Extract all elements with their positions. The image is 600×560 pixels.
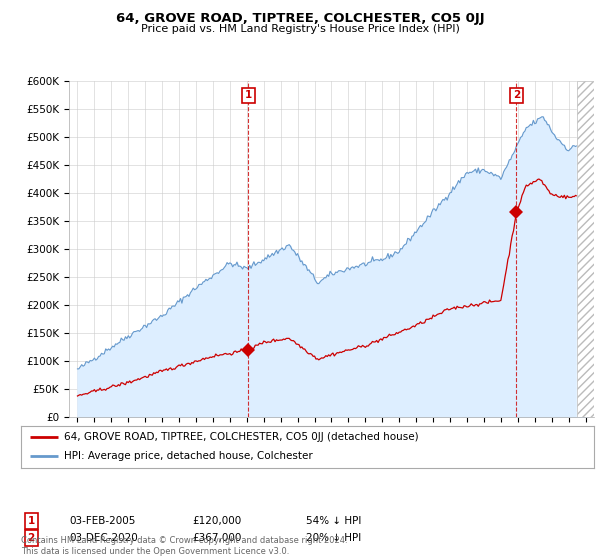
Text: Contains HM Land Registry data © Crown copyright and database right 2024.
This d: Contains HM Land Registry data © Crown c…: [21, 536, 347, 556]
Text: 64, GROVE ROAD, TIPTREE, COLCHESTER, CO5 0JJ: 64, GROVE ROAD, TIPTREE, COLCHESTER, CO5…: [116, 12, 484, 25]
Text: 54% ↓ HPI: 54% ↓ HPI: [306, 516, 361, 526]
Text: 64, GROVE ROAD, TIPTREE, COLCHESTER, CO5 0JJ (detached house): 64, GROVE ROAD, TIPTREE, COLCHESTER, CO5…: [64, 432, 419, 442]
Text: £367,000: £367,000: [192, 533, 241, 543]
Text: 03-FEB-2005: 03-FEB-2005: [69, 516, 136, 526]
Text: 2: 2: [513, 90, 520, 100]
Text: HPI: Average price, detached house, Colchester: HPI: Average price, detached house, Colc…: [64, 451, 313, 461]
Text: Price paid vs. HM Land Registry's House Price Index (HPI): Price paid vs. HM Land Registry's House …: [140, 24, 460, 34]
Text: 20% ↓ HPI: 20% ↓ HPI: [306, 533, 361, 543]
Text: 03-DEC-2020: 03-DEC-2020: [69, 533, 138, 543]
Text: 1: 1: [245, 90, 252, 100]
Text: 2: 2: [28, 533, 35, 543]
Text: £120,000: £120,000: [192, 516, 241, 526]
Text: 1: 1: [28, 516, 35, 526]
Polygon shape: [577, 81, 594, 417]
